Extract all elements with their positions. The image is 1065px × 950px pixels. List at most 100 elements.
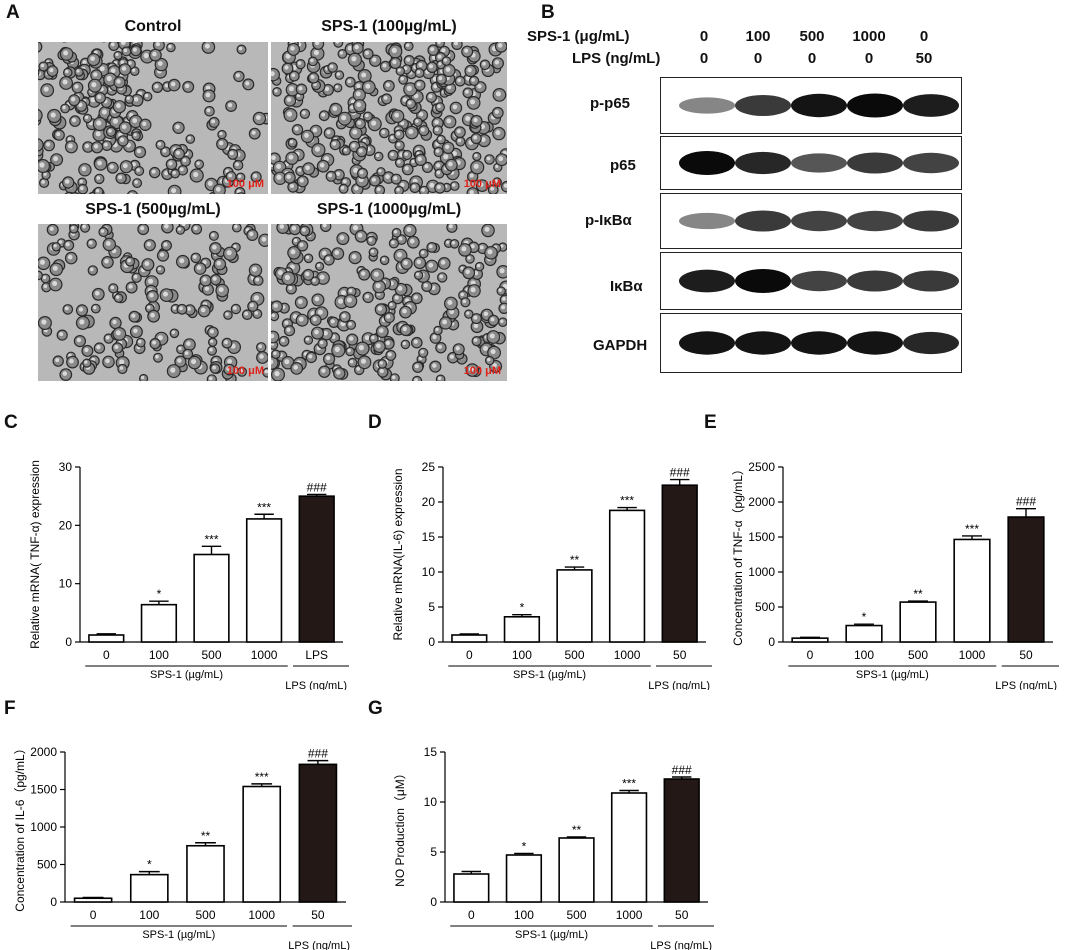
cell-highlight <box>312 127 318 133</box>
cell-highlight <box>467 256 471 260</box>
cell-highlight <box>464 48 469 53</box>
cell-highlight <box>457 138 462 143</box>
cell-highlight <box>41 180 45 184</box>
cell-highlight <box>96 120 102 126</box>
bar <box>953 538 991 643</box>
cell-highlight <box>348 288 353 293</box>
cell-highlight <box>206 108 211 113</box>
cell-highlight <box>172 306 177 310</box>
cell-highlight <box>65 69 69 74</box>
micrograph-sps1-500: 100 μM <box>38 224 268 381</box>
cell-highlight <box>239 369 243 373</box>
cell-highlight <box>46 142 51 147</box>
blot-label-p-p65: p-p65 <box>590 95 631 112</box>
cell-highlight <box>396 142 401 147</box>
cell-highlight <box>352 225 359 231</box>
bar <box>140 603 178 643</box>
cell-highlight <box>298 316 304 322</box>
cell-highlight <box>469 190 474 194</box>
cell-highlight <box>414 364 419 369</box>
cell-highlight <box>163 291 168 297</box>
cell-highlight <box>467 67 472 73</box>
cell-highlight <box>141 375 145 380</box>
cell-highlight <box>291 73 296 77</box>
cell-highlight <box>435 149 440 153</box>
cell-highlight <box>449 309 455 315</box>
cell-highlight <box>196 161 200 165</box>
cell-highlight <box>84 360 88 364</box>
cell-highlight <box>353 167 359 173</box>
chart-f-il6-concentration: Concentration of IL-6（pg/mL） 050010001500… <box>13 742 352 950</box>
wb-lane-value: 0 <box>864 50 874 67</box>
group-label-lps: LPS (ng/mL) <box>995 680 1057 690</box>
cell-highlight <box>79 179 83 184</box>
y-tick-label: 0 <box>65 635 72 649</box>
cell-highlight <box>483 311 489 316</box>
cell-highlight <box>420 350 424 354</box>
cell-highlight <box>386 314 391 319</box>
cell-highlight <box>389 302 393 307</box>
cell-highlight <box>321 250 327 256</box>
cell-highlight <box>357 120 362 125</box>
cell-highlight <box>271 359 274 365</box>
cell-highlight <box>397 160 401 164</box>
cell-highlight <box>290 184 294 188</box>
cell-highlight <box>110 68 116 74</box>
significance-mark: *** <box>965 522 979 536</box>
x-tick-label: LPS <box>305 648 328 662</box>
cell-highlight <box>313 50 319 56</box>
cell-highlight <box>368 238 373 242</box>
cell-highlight <box>446 240 450 244</box>
cell-highlight <box>406 227 412 232</box>
cell-highlight <box>438 76 443 81</box>
y-tick-label: 0 <box>50 895 57 909</box>
cell-highlight <box>351 143 356 148</box>
cell-highlight <box>52 265 58 271</box>
cell-highlight <box>179 167 184 172</box>
cell-highlight <box>356 367 360 371</box>
cell-highlight <box>136 148 142 154</box>
cell-highlight <box>497 43 503 48</box>
cell-highlight <box>429 182 435 188</box>
cell-highlight <box>233 306 237 310</box>
significance-mark: *** <box>622 777 636 791</box>
cell-highlight <box>428 244 433 249</box>
cell-highlight <box>132 118 138 123</box>
cell-highlight <box>205 92 211 98</box>
cell-highlight <box>249 231 254 237</box>
blot-band <box>791 153 847 173</box>
bar <box>845 624 883 643</box>
cell-highlight <box>404 166 409 171</box>
cell-highlight <box>186 306 191 311</box>
cell-highlight <box>461 246 467 252</box>
cell-highlight <box>177 358 182 363</box>
blot-label-p-ikba: p-IκBα <box>585 212 632 229</box>
group-label-sps1: SPS-1 (µg/mL) <box>150 669 223 681</box>
cell-highlight <box>365 83 371 89</box>
cell-highlight <box>297 299 303 304</box>
cell-highlight <box>234 224 238 229</box>
cell-highlight <box>298 86 303 91</box>
cell-highlight <box>433 84 438 89</box>
cell-highlight <box>228 103 233 108</box>
cell-highlight <box>168 44 172 49</box>
cell-highlight <box>67 254 73 260</box>
cell-highlight <box>430 47 435 52</box>
cell-highlight <box>387 352 392 357</box>
group-label-sps1: SPS-1 (µg/mL) <box>856 669 929 681</box>
group-label-lps: LPS (ng/mL) <box>650 940 712 950</box>
cell-highlight <box>469 173 474 178</box>
cell-highlight <box>244 311 249 316</box>
cell-highlight <box>436 163 441 168</box>
x-tick-label: 100 <box>512 648 532 662</box>
x-tick-label: 1000 <box>959 648 986 662</box>
cell-highlight <box>332 106 338 111</box>
significance-mark: ### <box>670 466 690 480</box>
wb-lane-value: 50 <box>915 50 933 67</box>
cell-highlight <box>396 131 401 136</box>
cell-highlight <box>90 267 94 272</box>
cell-highlight <box>171 330 176 334</box>
cell-highlight <box>312 278 316 282</box>
cell-highlight <box>482 61 486 66</box>
cell-highlight <box>341 313 346 318</box>
